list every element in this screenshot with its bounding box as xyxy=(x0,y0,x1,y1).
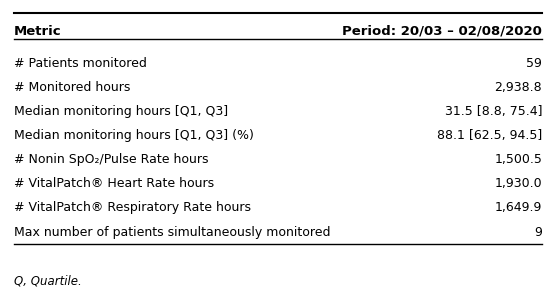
Text: 1,500.5: 1,500.5 xyxy=(494,153,542,166)
Text: Metric: Metric xyxy=(14,25,61,38)
Text: 88.1 [62.5, 94.5]: 88.1 [62.5, 94.5] xyxy=(437,129,542,142)
Text: 1,649.9: 1,649.9 xyxy=(495,202,542,214)
Text: Period: 20/03 – 02/08/2020: Period: 20/03 – 02/08/2020 xyxy=(342,25,542,38)
Text: # VitalPatch® Respiratory Rate hours: # VitalPatch® Respiratory Rate hours xyxy=(14,202,251,214)
Text: 2,938.8: 2,938.8 xyxy=(495,81,542,94)
Text: Median monitoring hours [Q1, Q3]: Median monitoring hours [Q1, Q3] xyxy=(14,105,228,118)
Text: Max number of patients simultaneously monitored: Max number of patients simultaneously mo… xyxy=(14,225,330,239)
Text: # VitalPatch® Heart Rate hours: # VitalPatch® Heart Rate hours xyxy=(14,177,214,190)
Text: Q, Quartile.: Q, Quartile. xyxy=(14,274,82,287)
Text: 31.5 [8.8, 75.4]: 31.5 [8.8, 75.4] xyxy=(445,105,542,118)
Text: 1,930.0: 1,930.0 xyxy=(495,177,542,190)
Text: Median monitoring hours [Q1, Q3] (%): Median monitoring hours [Q1, Q3] (%) xyxy=(14,129,254,142)
Text: # Monitored hours: # Monitored hours xyxy=(14,81,130,94)
Text: 59: 59 xyxy=(527,57,542,70)
Text: # Patients monitored: # Patients monitored xyxy=(14,57,147,70)
Text: 9: 9 xyxy=(534,225,542,239)
Text: # Nonin SpO₂/Pulse Rate hours: # Nonin SpO₂/Pulse Rate hours xyxy=(14,153,208,166)
